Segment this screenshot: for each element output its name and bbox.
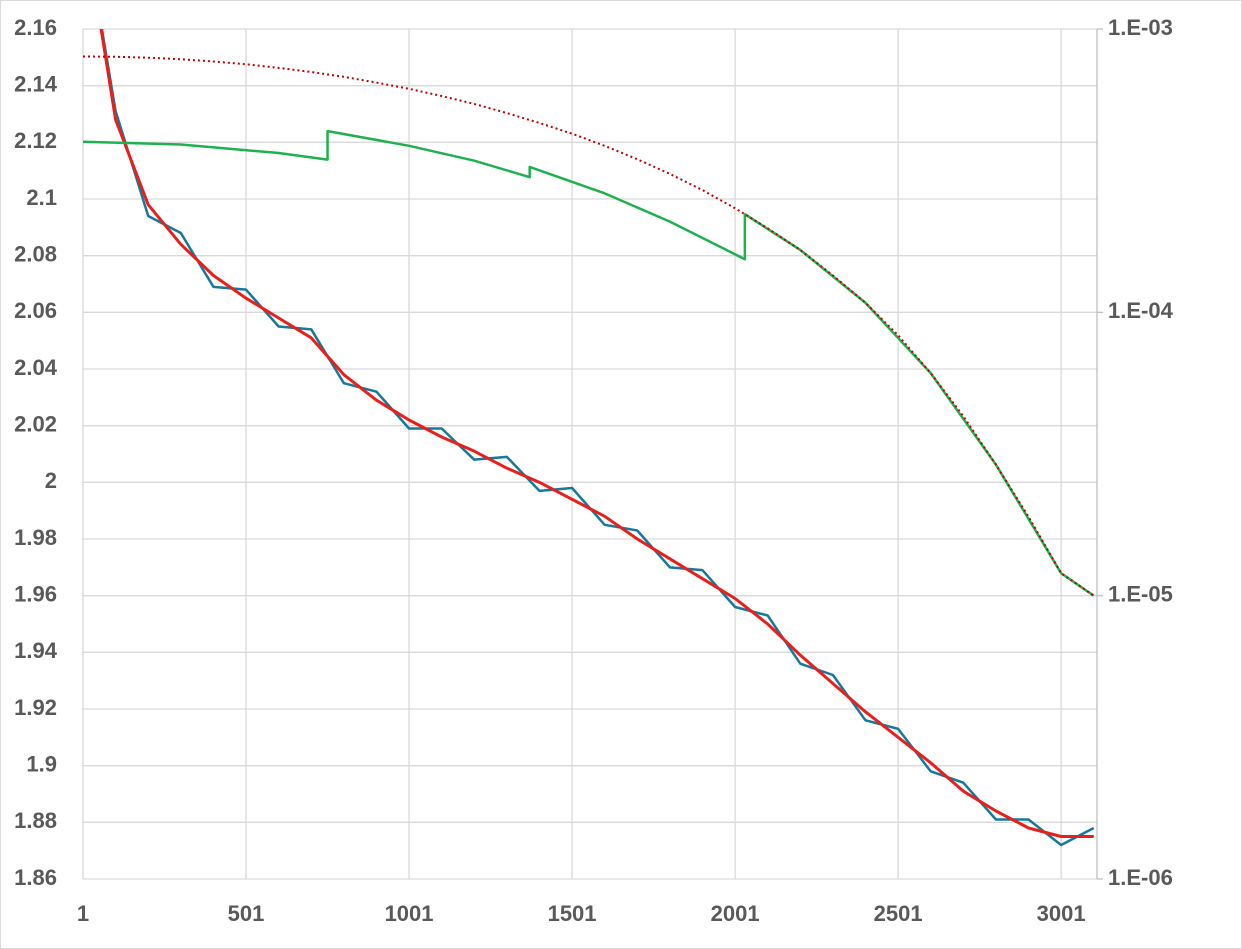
y-tick-label: 1.9 [26, 751, 57, 776]
y-tick-label: 2.1 [26, 185, 57, 210]
y-tick-label: 2.08 [14, 241, 57, 266]
y2-tick-label: 1.E-05 [1108, 581, 1173, 606]
x-tick-label: 3001 [1037, 901, 1086, 926]
x-tick-label: 1501 [548, 901, 597, 926]
y-tick-label: 2.06 [14, 298, 57, 323]
series-line [83, 55, 1095, 597]
y-tick-label: 2.04 [14, 355, 58, 380]
x-tick-label: 2001 [711, 901, 760, 926]
grid [82, 28, 1103, 880]
y2-tick-label: 1.E-06 [1108, 865, 1173, 890]
y-tick-label: 2.14 [14, 71, 58, 96]
y-tick-label: 2 [45, 468, 57, 493]
x-tick-label: 501 [228, 901, 265, 926]
plot-area [83, 29, 1095, 847]
y-tick-label: 2.02 [14, 411, 57, 436]
y-tick-label: 1.94 [14, 638, 58, 663]
axis-labels: 1.86 1.88 1.9 1.92 1.94 1.96 1.98 2 2.02 2.04 2.06… [14, 15, 1173, 926]
y-tick-label: 1.86 [14, 865, 57, 890]
y-tick-label: 1.92 [14, 695, 57, 720]
series-line [83, 129, 1095, 597]
y-tick-label: 2.12 [14, 128, 57, 153]
y2-tick-label: 1.E-04 [1108, 298, 1174, 323]
x-tick-label: 1 [77, 901, 89, 926]
y-tick-label: 2.16 [14, 15, 57, 40]
x-tick-label: 1001 [385, 901, 434, 926]
y2-tick-label: 1.E-03 [1108, 15, 1173, 40]
y-tick-label: 1.98 [14, 525, 57, 550]
y-tick-label: 1.96 [14, 581, 57, 606]
y-tick-label: 1.88 [14, 808, 57, 833]
x-tick-label: 2501 [874, 901, 923, 926]
series-line [99, 29, 1094, 838]
